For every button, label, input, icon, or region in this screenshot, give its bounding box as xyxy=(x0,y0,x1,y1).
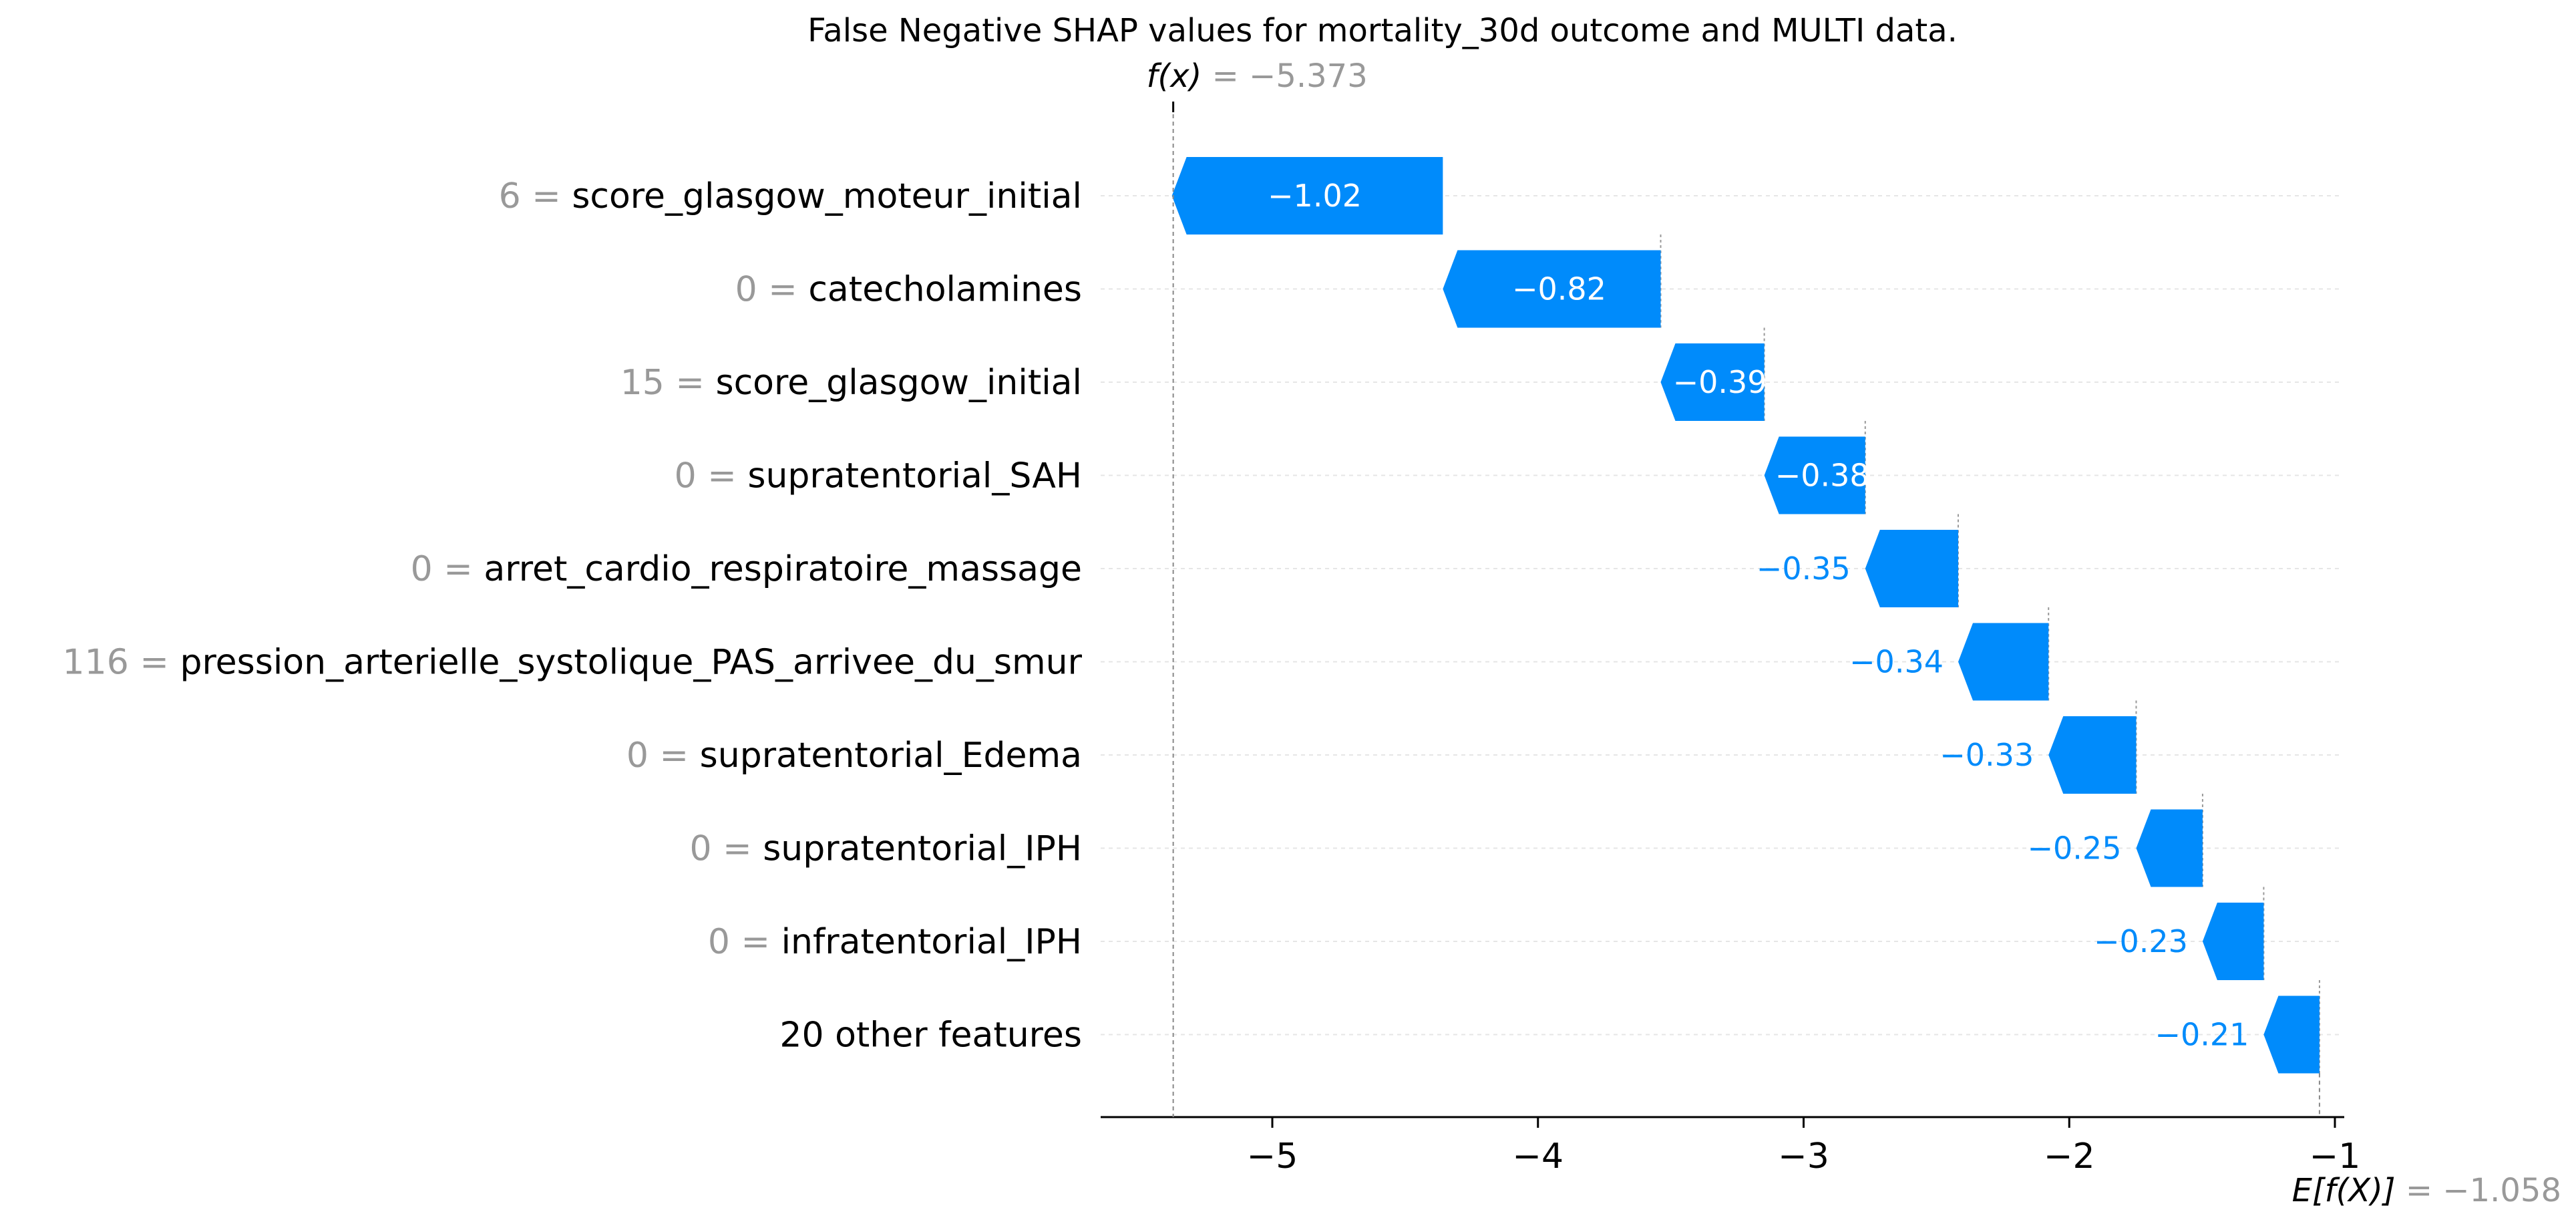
feature-label: 116 = pression_arterielle_systolique_PAS… xyxy=(63,643,1083,683)
feature-labels: 6 = score_glasgow_moteur_initial 0 = cate… xyxy=(63,176,1083,1056)
feature-label: 0 = catecholamines xyxy=(735,270,1082,310)
bar-value-label: −0.39 xyxy=(1673,364,1767,400)
fx-label: f(x) xyxy=(1147,57,1202,95)
bar-value-label: −0.21 xyxy=(2155,1017,2249,1053)
feature-name: score_glasgow_initial xyxy=(716,363,1083,403)
feature-value: 0 = xyxy=(411,549,484,589)
bar-value-label: −0.25 xyxy=(2028,830,2122,867)
feature-value: 15 = xyxy=(620,363,716,403)
feature-value: 0 = xyxy=(690,829,763,869)
bar-value-label: −0.23 xyxy=(2094,923,2188,959)
fx-marker: f(x) = −5.373 xyxy=(1147,57,1368,1117)
feature-value: 0 = xyxy=(626,736,700,776)
feature-name: supratentorial_IPH xyxy=(763,829,1082,869)
feature-label: 0 = supratentorial_Edema xyxy=(626,736,1082,776)
bar-value-label: −0.34 xyxy=(1849,644,1944,680)
feature-label: 0 = supratentorial_IPH xyxy=(690,829,1083,869)
x-tick-label: −3 xyxy=(1778,1136,1829,1177)
efx-label: E[f(X)] xyxy=(2292,1172,2396,1209)
x-tick-label: −5 xyxy=(1247,1136,1298,1177)
shap-bar xyxy=(2136,809,2203,887)
feature-name: 20 other features xyxy=(779,1016,1082,1056)
feature-label: 15 = score_glasgow_initial xyxy=(620,363,1082,403)
feature-value: 0 = xyxy=(675,456,748,496)
feature-label: 0 = infratentorial_IPH xyxy=(708,922,1082,962)
feature-name: supratentorial_SAH xyxy=(747,456,1082,496)
fx-value: −5.373 xyxy=(1249,57,1368,95)
efx-value: −1.058 xyxy=(2442,1172,2561,1209)
efx-equals: = xyxy=(2396,1172,2443,1209)
feature-name: score_glasgow_moteur_initial xyxy=(572,176,1082,216)
bar-value-label: −0.38 xyxy=(1775,458,1869,494)
shap-bar xyxy=(1660,343,1765,421)
feature-label: 0 = arret_cardio_respiratoire_massage xyxy=(411,549,1082,589)
bar-value-label: −0.35 xyxy=(1757,551,1851,587)
bar-value-label: −1.02 xyxy=(1268,178,1362,214)
feature-value: 6 = xyxy=(499,176,572,216)
bar-value-label: −0.82 xyxy=(1512,271,1606,307)
shap-bar xyxy=(2202,903,2264,980)
bar-labels: −1.02 −0.82 −0.39 −0.38 −0.35 −0.34 −0.33 −0.25… xyxy=(1268,178,2249,1053)
chart-title: False Negative SHAP values for mortality… xyxy=(807,12,1958,49)
bar-value-label: −0.33 xyxy=(1940,737,2034,773)
feature-name: infratentorial_IPH xyxy=(781,922,1082,962)
shap-bar xyxy=(2263,995,2320,1074)
feature-name: arret_cardio_respiratoire_massage xyxy=(484,549,1082,589)
gridlines xyxy=(1101,195,2341,1036)
x-axis-ticks: −5 −4 −3 −2 −1 xyxy=(1247,1117,2361,1177)
feature-name: supratentorial_Edema xyxy=(700,736,1082,776)
shap-bar xyxy=(1171,157,1443,235)
efx-marker: E[f(X)] = −1.058 xyxy=(2292,1073,2561,1209)
feature-value: 0 = xyxy=(708,922,781,962)
shap-bar xyxy=(1865,530,1958,607)
shap-bar xyxy=(1764,436,1865,514)
fx-equals: = xyxy=(1202,57,1249,95)
feature-name: pression_arterielle_systolique_PAS_arriv… xyxy=(180,643,1082,683)
feature-label: 0 = supratentorial_SAH xyxy=(675,456,1082,496)
bars xyxy=(1171,157,2320,1074)
feature-name: catecholamines xyxy=(808,270,1082,310)
shap-bar xyxy=(1443,250,1661,328)
efx-annotation: E[f(X)] = −1.058 xyxy=(2292,1172,2561,1209)
feature-label: 20 other features xyxy=(779,1016,1082,1056)
feature-value: 0 = xyxy=(735,270,809,310)
x-tick-label: −1 xyxy=(2310,1136,2361,1177)
feature-label: 6 = score_glasgow_moteur_initial xyxy=(499,176,1082,216)
shap-bar xyxy=(2048,716,2137,794)
x-tick-label: −4 xyxy=(1512,1136,1563,1177)
fx-annotation: f(x) = −5.373 xyxy=(1147,57,1368,95)
feature-value: 116 = xyxy=(63,643,180,683)
x-tick-label: −2 xyxy=(2044,1136,2095,1177)
shap-bar xyxy=(1958,623,2049,701)
